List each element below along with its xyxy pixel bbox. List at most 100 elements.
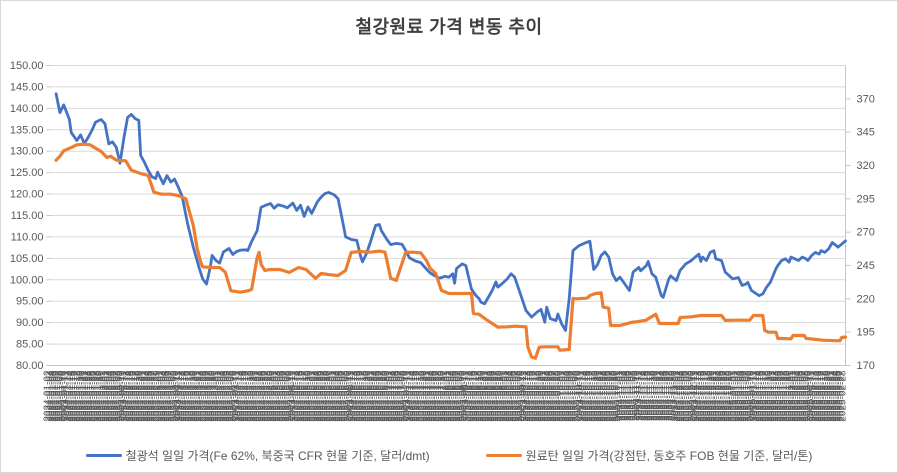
x-axis-date-label: 2024-01-26 [88, 370, 99, 422]
x-axis-date-label: 2024-12-13 [693, 370, 704, 422]
x-axis-date-label: 2024-02-05 [106, 370, 117, 422]
x-axis-date-label: 2025-01-26 [775, 370, 786, 422]
x-axis-date-label: 2024-04-13 [234, 370, 245, 422]
x-axis-date-label: 2025-02-04 [792, 370, 803, 422]
x-axis-date-labels: 2024-01-022024-01-032024-01-042024-01-05… [43, 370, 849, 422]
x-axis-date-label: 2025-01-16 [757, 370, 768, 422]
x-axis-date-label: 2024-12-16 [698, 370, 709, 422]
x-axis-date-label: 2025-01-23 [770, 370, 781, 422]
x-axis-date-label: 2024-05-13 [291, 370, 302, 422]
right-axis-tick-label: 220 [857, 293, 875, 305]
x-axis-date-label: 2024-08-15 [467, 370, 478, 422]
x-axis-date-label: 2025-01-22 [768, 370, 779, 422]
x-axis-date-label: 2024-10-04 [561, 370, 572, 422]
left-axis-tick-label: 115.00 [11, 210, 44, 222]
x-axis-date-label: 2025-02-28 [838, 370, 849, 422]
x-axis-date-label: 2024-07-15 [409, 370, 420, 422]
x-axis-date-label: 2024-06-29 [379, 370, 390, 422]
x-axis-date-label: 2024-05-30 [323, 370, 334, 422]
x-axis-date-label: 2024-01-29 [93, 370, 104, 422]
x-axis-date-label: 2024-02-17 [129, 370, 140, 422]
x-axis-date-label: 2025-02-19 [821, 370, 832, 422]
x-axis-date-label: 2024-07-04 [388, 370, 399, 422]
x-axis-date-label: 2024-01-04 [46, 370, 57, 422]
x-axis-date-label: 2024-10-12 [576, 370, 587, 422]
x-axis-date-label: 2024-03-10 [170, 370, 181, 422]
x-axis-date-label: 2024-09-24 [542, 370, 553, 422]
x-axis-date-label: 2024-10-24 [599, 370, 610, 422]
x-axis-date-label: 2024-06-12 [347, 370, 358, 422]
x-axis-date-label: 2024-03-11 [172, 370, 183, 421]
left-axis-tick-label: 135.00 [10, 124, 44, 136]
x-axis-date-label: 2024-09-28 [550, 370, 561, 422]
left-axis-tick-label: 85.00 [16, 339, 44, 351]
x-axis-date-label: 2024-06-27 [375, 370, 386, 422]
x-axis-date-label: 2024-08-06 [450, 370, 461, 422]
x-axis-date-label: 2024-05-01 [268, 370, 279, 422]
x-axis-date-label: 2024-02-14 [123, 370, 134, 422]
x-axis-date-label: 2024-04-28 [262, 370, 273, 422]
x-axis-date-label: 2024-06-15 [353, 370, 364, 422]
x-axis-date-label: 2024-07-01 [383, 370, 394, 422]
x-axis-date-label: 2024-11-03 [618, 370, 629, 421]
x-axis-date-label: 2024-09-02 [501, 370, 512, 422]
x-axis-date-label: 2024-01-16 [69, 370, 80, 422]
x-axis-date-label: 2024-09-03 [503, 370, 514, 422]
x-axis-date-label: 2024-04-05 [219, 370, 230, 422]
x-axis-date-label: 2024-11-14 [638, 370, 649, 421]
x-axis-date-label: 2024-09-07 [510, 370, 521, 422]
x-axis-date-label: 2024-11-16 [642, 370, 653, 421]
x-axis-date-label: 2024-04-12 [232, 370, 243, 422]
x-axis-date-label: 2024-01-07 [52, 370, 63, 422]
left-axis-tick-label: 120.00 [10, 189, 44, 201]
right-axis-tick-label: 245 [857, 260, 875, 272]
x-axis-date-label: 2024-09-26 [546, 370, 557, 422]
x-axis-date-label: 2024-12-10 [687, 370, 698, 422]
x-axis-date-label: 2024-06-18 [358, 370, 369, 422]
x-axis-date-label: 2024-10-20 [591, 370, 602, 422]
x-axis-date-label: 2024-10-21 [593, 370, 604, 422]
x-axis-date-label: 2024-12-29 [723, 370, 734, 422]
x-axis-date-label: 2024-03-02 [155, 370, 166, 422]
x-axis-date-label: 2025-01-07 [740, 370, 751, 422]
x-axis-date-label: 2024-07-25 [428, 370, 439, 422]
x-axis-date-label: 2024-01-08 [54, 370, 65, 422]
x-axis-date-label: 2024-03-03 [157, 370, 168, 422]
x-axis-date-label: 2024-05-27 [317, 370, 328, 422]
x-axis-date-label: 2024-09-23 [541, 370, 552, 422]
x-axis-date-label: 2024-12-20 [706, 370, 717, 422]
x-axis-date-label: 2024-04-22 [251, 370, 262, 422]
x-axis-date-label: 2024-07-02 [385, 370, 396, 422]
x-axis-date-label: 2024-03-26 [200, 370, 211, 422]
x-axis-date-label: 2025-01-10 [745, 370, 756, 422]
x-axis-date-label: 2024-06-06 [336, 370, 347, 422]
x-axis-date-label: 2024-10-19 [589, 370, 600, 422]
x-axis-date-label: 2024-05-24 [311, 370, 322, 422]
x-axis-date-label: 2024-05-05 [276, 370, 287, 422]
x-axis-date-label: 2024-03-13 [176, 370, 187, 422]
x-axis-date-label: 2024-11-08 [627, 370, 638, 421]
x-axis-date-label: 2024-12-01 [670, 370, 681, 422]
x-axis-date-label: 2024-08-30 [495, 370, 506, 422]
x-axis-date-label: 2024-03-06 [163, 370, 174, 422]
x-axis-date-label: 2024-10-30 [610, 370, 621, 422]
x-axis-date-label: 2024-12-09 [685, 370, 696, 422]
x-axis-date-label: 2024-06-21 [364, 370, 375, 422]
x-axis-date-label: 2024-02-18 [131, 370, 142, 422]
x-axis-date-label: 2024-06-03 [330, 370, 341, 422]
x-axis-date-label: 2024-06-13 [349, 370, 360, 422]
x-axis-date-label: 2024-05-06 [277, 370, 288, 422]
x-axis-date-label: 2024-08-24 [484, 370, 495, 422]
x-axis-date-label: 2025-01-09 [744, 370, 755, 422]
x-axis-date-label: 2025-02-09 [802, 370, 813, 422]
x-axis-date-label: 2025-02-12 [807, 370, 818, 422]
x-axis-date-label: 2024-01-24 [84, 370, 95, 422]
x-axis-date-label: 2024-03-23 [195, 370, 206, 422]
x-axis-date-label: 2024-03-08 [167, 370, 178, 422]
x-axis-date-label: 2024-01-17 [71, 370, 82, 422]
x-axis-date-label: 2024-12-07 [682, 370, 693, 422]
x-axis-date-label: 2024-07-12 [403, 370, 414, 422]
x-axis-date-label: 2024-12-04 [676, 370, 687, 422]
left-axis-tick-label: 100.00 [10, 274, 44, 286]
x-axis-date-label: 2024-07-31 [439, 370, 450, 422]
